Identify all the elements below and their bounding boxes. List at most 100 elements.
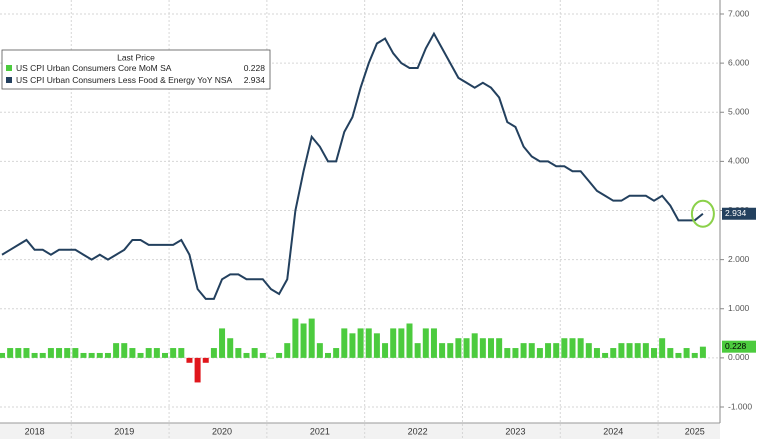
bar: [479, 338, 486, 358]
bar: [365, 328, 372, 358]
bar: [227, 338, 234, 358]
y-tick-label: 1.000: [728, 303, 750, 313]
bar: [178, 348, 185, 358]
value-tag: [722, 340, 756, 353]
bar: [251, 348, 258, 358]
y-tick-label: 0.000: [728, 352, 750, 362]
x-axis-strip: [0, 423, 720, 439]
bar: [129, 348, 136, 358]
y-tick-label: 6.000: [728, 57, 750, 67]
bar: [104, 352, 111, 358]
bar: [15, 348, 22, 358]
bar: [455, 338, 462, 358]
y-tick-label: 2.000: [728, 254, 750, 264]
legend-value: 2.934: [244, 75, 266, 85]
bar: [414, 343, 421, 358]
legend: Last Price US CPI Urban Consumers Core M…: [1, 49, 271, 90]
value-tag: [722, 207, 756, 220]
bar: [267, 357, 274, 359]
bar: [64, 348, 71, 358]
legend-value: 0.228: [244, 63, 266, 73]
bar: [137, 352, 144, 358]
highlight-circle: [690, 199, 715, 228]
bar: [610, 348, 617, 358]
bar: [626, 343, 633, 358]
bar: [439, 343, 446, 358]
bar: [471, 333, 478, 358]
bar: [504, 348, 511, 358]
bar: [292, 318, 299, 358]
bar: [47, 348, 54, 358]
bar: [585, 343, 592, 358]
bar: [186, 357, 193, 363]
bar: [561, 338, 568, 358]
line: [1, 31, 704, 300]
bar: [390, 328, 397, 358]
legend-label: US CPI Urban Consumers Less Food & Energ…: [16, 75, 233, 85]
x-tick-label: 2020: [212, 426, 232, 436]
bar: [667, 348, 674, 358]
bar: [72, 348, 79, 358]
x-tick-label: 2025: [685, 426, 705, 436]
bar: [80, 352, 87, 358]
legend-swatch: [6, 77, 12, 83]
bar: [202, 357, 209, 363]
x-tick-label: 2019: [114, 426, 134, 436]
y-tick-label: 4.000: [728, 156, 750, 166]
bar: [634, 343, 641, 358]
bar: [512, 348, 519, 358]
bar: [675, 352, 682, 358]
bar: [422, 328, 429, 358]
bar: [536, 348, 543, 358]
bar: [243, 352, 250, 358]
value-tag-label: 2.934: [725, 208, 747, 218]
bar: [300, 323, 307, 358]
bar: [447, 343, 454, 358]
bar: [618, 343, 625, 358]
bar: [276, 352, 283, 358]
value-tag-label: 0.228: [725, 341, 747, 351]
bar: [699, 346, 706, 358]
bar: [325, 352, 331, 358]
bar: [488, 338, 494, 358]
bar: [496, 338, 503, 358]
bar: [651, 348, 657, 358]
bar: [39, 352, 46, 358]
y-tick-label: 7.000: [728, 8, 750, 18]
bar: [569, 338, 576, 358]
bar: [430, 328, 437, 358]
bar: [145, 348, 152, 358]
bar: [308, 318, 315, 358]
bar: [398, 328, 405, 358]
bar: [577, 338, 584, 358]
bar: [642, 343, 649, 358]
bar: [520, 343, 527, 358]
bar: [170, 348, 177, 358]
bar: [683, 348, 690, 358]
bar: [56, 348, 63, 358]
bar: [194, 357, 201, 383]
y-tick-label: -1.000: [728, 401, 752, 411]
bar: [316, 343, 323, 358]
bar: [463, 338, 470, 358]
x-tick-label: 2024: [603, 426, 623, 436]
bar: [382, 343, 389, 358]
bar: [7, 348, 14, 358]
bar: [23, 348, 30, 358]
bar: [88, 352, 95, 358]
bar: [219, 328, 226, 358]
legend-title: Last Price: [117, 52, 155, 62]
bar: [121, 343, 128, 358]
bar: [691, 352, 698, 358]
legend-box: [1, 49, 271, 90]
bar: [528, 343, 535, 358]
legend-swatch: [6, 65, 12, 71]
bar: [259, 352, 266, 358]
legend-label: US CPI Urban Consumers Core MoM SA: [16, 63, 172, 73]
bar: [0, 352, 5, 358]
y-tick-label: 5.000: [728, 107, 750, 117]
bar: [113, 343, 120, 358]
bar: [602, 352, 609, 358]
bar: [593, 348, 600, 358]
